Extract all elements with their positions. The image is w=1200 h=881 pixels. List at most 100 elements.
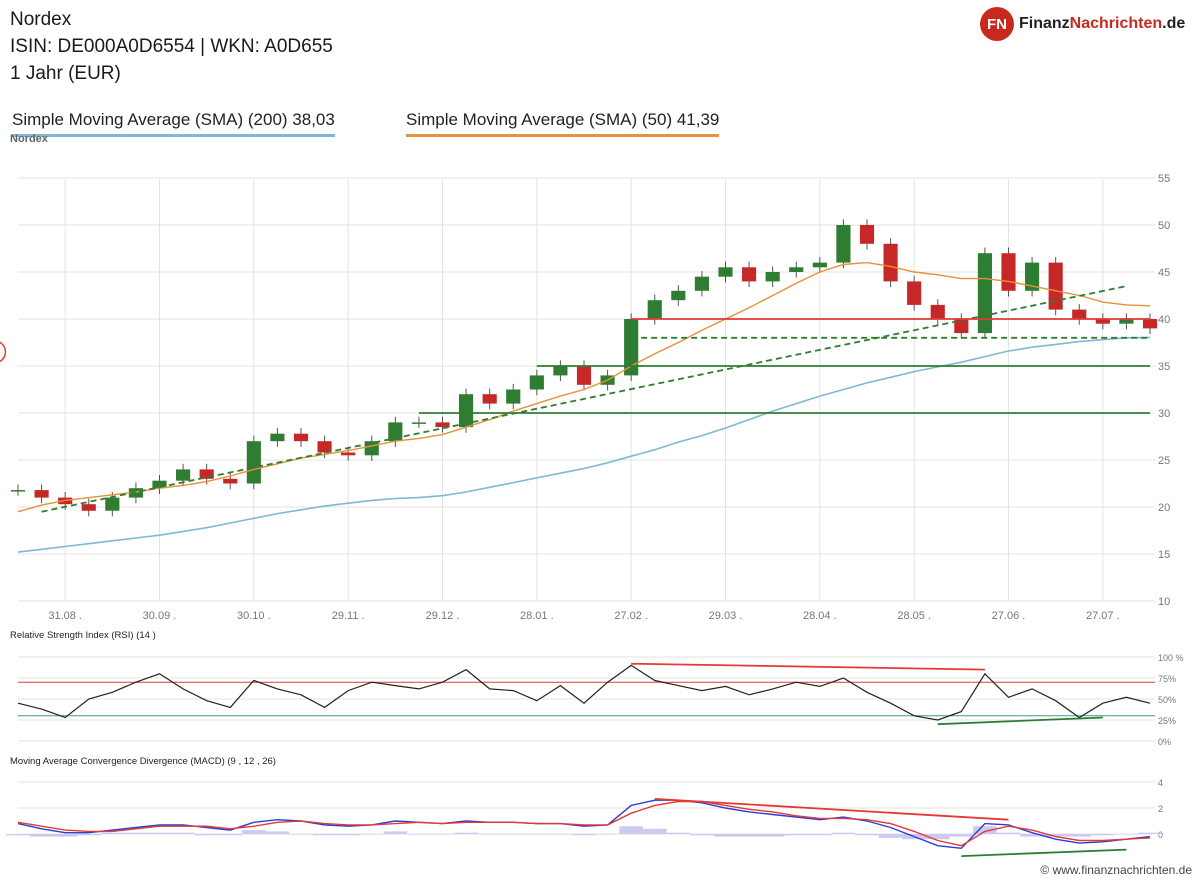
x-tick-label: 31.08 . [48, 610, 82, 622]
macd-histogram-bar [289, 834, 313, 835]
candle-body [624, 319, 639, 376]
macd-histogram-bar [713, 834, 738, 837]
candle-body [553, 366, 568, 376]
x-tick-label: 27.02 . [614, 610, 648, 622]
x-tick-label: 28.05 . [897, 610, 931, 622]
y-tick-label: 45 [1158, 267, 1170, 279]
candle-body [482, 394, 497, 404]
macd-histogram-bar [53, 834, 77, 837]
candle-body [317, 441, 332, 453]
macd-histogram-bar [572, 834, 596, 836]
y-tick-label: 2 [1158, 804, 1163, 814]
candle-body [341, 452, 356, 456]
macd-histogram-bar [784, 834, 809, 836]
candle-body [836, 225, 851, 263]
candle-body [718, 267, 733, 277]
macd-histogram-bar [501, 834, 526, 835]
macd-histogram-bar [666, 832, 691, 834]
logo-text-suffix: .de [1162, 15, 1186, 32]
macd-histogram-bar [619, 826, 643, 834]
macd-histogram-bar [336, 834, 360, 836]
candle-body [176, 469, 191, 481]
macd-histogram-bar [642, 828, 667, 834]
candle-body [1095, 319, 1110, 324]
candle-body [10, 490, 26, 492]
candle-body [1072, 309, 1087, 319]
y-tick-label: 50% [1158, 695, 1176, 705]
chart-title: Nordex [10, 9, 72, 30]
x-tick-label: 29.11 . [332, 610, 365, 622]
macd-panel-title: Moving Average Convergence Divergence (M… [10, 756, 276, 767]
watermark: © www.finanznachrichten.de [1040, 863, 1192, 877]
candle-body [671, 290, 686, 301]
macd-histogram-bar [430, 834, 455, 835]
macd-histogram-bar [855, 834, 879, 836]
candle-body [223, 478, 238, 484]
macd-histogram-bar [265, 831, 290, 834]
macd-line [17, 799, 1151, 850]
candle-body [152, 480, 167, 489]
logo-text-part1: Finanz [1019, 15, 1070, 32]
macd-histogram-bar [147, 832, 172, 834]
legend-sma50[interactable]: Simple Moving Average (SMA) (50) 41,39 [406, 110, 720, 137]
macd-signal-line [17, 800, 1151, 847]
macd-histogram-bar [312, 834, 337, 836]
candle-body [576, 366, 592, 385]
macd-histogram-bar [925, 834, 950, 840]
y-tick-label: 35 [1158, 361, 1170, 373]
candle-body [529, 375, 544, 390]
divergence-line [631, 662, 985, 671]
macd-histogram-bar [831, 832, 856, 834]
macd-histogram-bar [525, 834, 549, 835]
macd-histogram-bar [194, 834, 219, 836]
macd-histogram-bar [737, 834, 761, 837]
candle-body [742, 267, 757, 282]
x-tick-label: 30.09 . [143, 610, 177, 622]
candle-body [459, 394, 474, 428]
y-tick-label: 40 [1158, 314, 1170, 326]
candle-body [647, 300, 662, 319]
logo-badge: FN [980, 7, 1014, 41]
macd-histogram-bar [359, 834, 384, 835]
y-tick-label: 15 [1158, 549, 1170, 561]
sma200-line [17, 336, 1151, 553]
y-tick-label: 50 [1158, 220, 1170, 232]
macd-histogram-bar [29, 834, 54, 837]
candle-body [694, 276, 709, 291]
price-panel: 31.08 . 30.09 . 30.10 . 29.11 . 29.12 . 28.01… [0, 173, 1170, 622]
x-tick-label: 30.10 . [237, 610, 271, 622]
candle-body [506, 389, 521, 404]
macd-panel: 0 2 4 [6, 778, 1163, 857]
y-tick-label: 0 [1158, 830, 1163, 840]
macd-histogram-bar [1067, 834, 1092, 837]
trendline-line [41, 285, 1127, 513]
macd-histogram-bar [171, 832, 195, 834]
y-tick-label: 75% [1158, 674, 1176, 684]
y-tick-label: 20 [1158, 502, 1170, 514]
macd-histogram-bar [454, 832, 478, 834]
y-tick-label: 0% [1158, 737, 1171, 747]
y-tick-label: 4 [1158, 778, 1163, 788]
macd-histogram-bar [595, 834, 620, 835]
candle-body [293, 433, 309, 442]
candle-body [1048, 262, 1063, 310]
candle-body [246, 441, 261, 484]
instrument-label: Nordex [10, 133, 48, 145]
macd-histogram-bar [690, 834, 714, 836]
y-tick-label: 55 [1158, 173, 1170, 185]
finanznachrichten-logo[interactable]: FN FinanzNachrichten.de [980, 6, 1185, 42]
divergence-line [654, 798, 1009, 821]
macd-histogram-bar [996, 832, 1021, 834]
macd-histogram-bar [548, 834, 573, 835]
candle-body [105, 497, 120, 511]
macd-histogram-bar [218, 834, 243, 836]
legend-sma200[interactable]: Simple Moving Average (SMA) (200) 38,03 [12, 110, 335, 137]
candle-body [411, 422, 426, 424]
macd-histogram-bar [76, 834, 101, 836]
y-tick-label: 25% [1158, 716, 1176, 726]
macd-histogram-bar [1020, 834, 1044, 837]
macd-histogram-bar [6, 834, 30, 836]
candle-body [81, 504, 96, 511]
isin-wkn-line: ISIN: DE000A0D6554 | WKN: A0D655 [10, 36, 333, 57]
